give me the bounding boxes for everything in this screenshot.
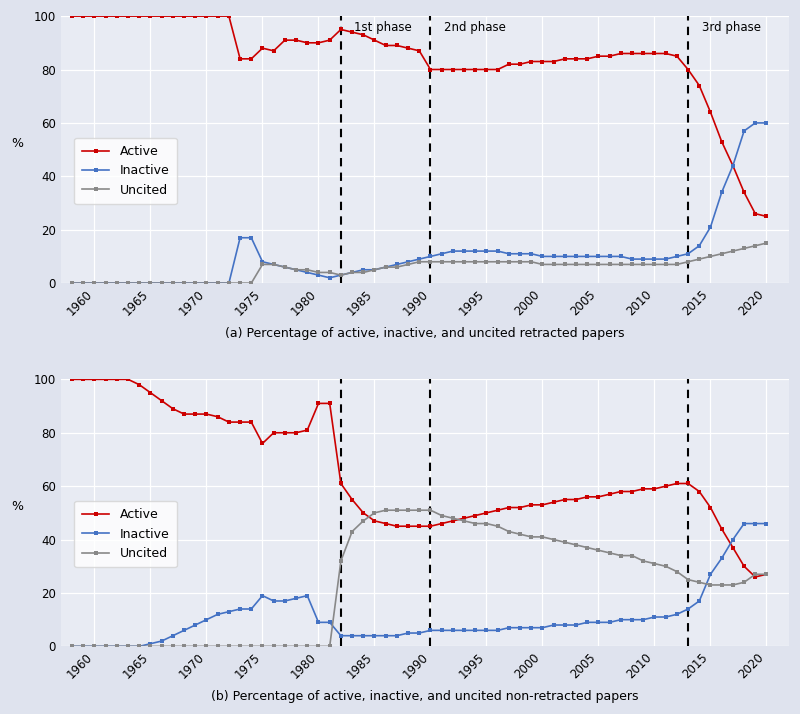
Active bbox=[750, 209, 760, 218]
Inactive bbox=[414, 255, 424, 263]
Inactive bbox=[258, 591, 267, 600]
Uncited bbox=[392, 263, 402, 271]
Inactive bbox=[762, 519, 771, 528]
Uncited bbox=[426, 506, 435, 515]
Uncited bbox=[280, 642, 290, 650]
Active bbox=[67, 12, 77, 21]
Uncited bbox=[280, 263, 290, 271]
Inactive bbox=[750, 519, 760, 528]
Legend: Active, Inactive, Uncited: Active, Inactive, Uncited bbox=[74, 501, 177, 568]
Uncited bbox=[762, 570, 771, 578]
Active bbox=[280, 36, 290, 44]
X-axis label: (a) Percentage of active, inactive, and uncited retracted papers: (a) Percentage of active, inactive, and … bbox=[225, 326, 625, 340]
Active bbox=[414, 46, 424, 55]
Active bbox=[762, 570, 771, 578]
Inactive bbox=[258, 258, 267, 266]
Active bbox=[392, 522, 402, 531]
Inactive bbox=[392, 631, 402, 640]
Legend: Active, Inactive, Uncited: Active, Inactive, Uncited bbox=[74, 138, 177, 204]
Inactive bbox=[739, 519, 749, 528]
Active bbox=[258, 44, 267, 52]
Uncited bbox=[750, 570, 760, 578]
Text: 3rd phase: 3rd phase bbox=[702, 21, 761, 34]
Active bbox=[549, 498, 558, 506]
Active bbox=[258, 439, 267, 448]
Inactive bbox=[549, 252, 558, 261]
Inactive bbox=[280, 263, 290, 271]
Active bbox=[750, 573, 760, 581]
Line: Active: Active bbox=[70, 378, 768, 578]
Line: Inactive: Inactive bbox=[70, 522, 768, 648]
Y-axis label: %: % bbox=[11, 500, 23, 513]
Active bbox=[67, 375, 77, 383]
Inactive bbox=[67, 279, 77, 288]
Active bbox=[549, 57, 558, 66]
Inactive bbox=[549, 620, 558, 629]
Line: Active: Active bbox=[70, 14, 768, 218]
Inactive bbox=[762, 119, 771, 127]
Inactive bbox=[67, 642, 77, 650]
Uncited bbox=[403, 506, 413, 515]
Uncited bbox=[549, 260, 558, 268]
Uncited bbox=[762, 238, 771, 247]
Inactive bbox=[750, 119, 760, 127]
Line: Uncited: Uncited bbox=[70, 508, 768, 648]
Active bbox=[739, 562, 749, 570]
Uncited bbox=[381, 506, 390, 515]
Active bbox=[392, 41, 402, 50]
Uncited bbox=[67, 279, 77, 288]
Text: 1st phase: 1st phase bbox=[354, 21, 412, 34]
Active bbox=[280, 428, 290, 437]
Uncited bbox=[414, 258, 424, 266]
Uncited bbox=[258, 260, 267, 268]
Uncited bbox=[258, 642, 267, 650]
Uncited bbox=[560, 538, 570, 546]
Line: Uncited: Uncited bbox=[70, 241, 768, 285]
Active bbox=[762, 212, 771, 221]
X-axis label: (b) Percentage of active, inactive, and uncited non-retracted papers: (b) Percentage of active, inactive, and … bbox=[211, 690, 638, 703]
Uncited bbox=[67, 642, 77, 650]
Inactive bbox=[392, 260, 402, 268]
Y-axis label: %: % bbox=[11, 136, 23, 150]
Inactive bbox=[280, 597, 290, 605]
Uncited bbox=[750, 241, 760, 250]
Inactive bbox=[414, 629, 424, 638]
Active bbox=[414, 522, 424, 531]
Text: 2nd phase: 2nd phase bbox=[444, 21, 506, 34]
Inactive bbox=[739, 126, 749, 135]
Line: Inactive: Inactive bbox=[70, 121, 768, 285]
